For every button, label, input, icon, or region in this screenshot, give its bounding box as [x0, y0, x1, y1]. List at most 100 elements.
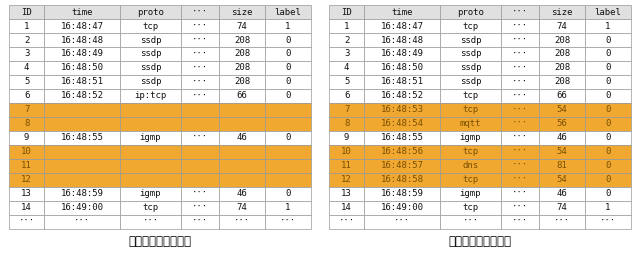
Bar [364, 159, 440, 173]
Text: ···: ··· [512, 91, 528, 100]
Text: tcp: tcp [463, 91, 479, 100]
Bar [181, 173, 219, 187]
Bar [501, 215, 539, 229]
Text: igmp: igmp [460, 189, 481, 198]
Bar [585, 117, 630, 131]
Bar [501, 131, 539, 145]
Bar [265, 187, 310, 201]
Bar [265, 159, 310, 173]
Text: 16:48:57: 16:48:57 [380, 161, 424, 170]
Bar [585, 145, 630, 159]
Text: 74: 74 [237, 203, 247, 212]
Text: 56: 56 [557, 119, 567, 128]
Text: 1: 1 [285, 203, 291, 212]
Text: label: label [594, 8, 621, 17]
Bar [120, 33, 181, 47]
Bar [440, 159, 501, 173]
Text: dns: dns [463, 161, 479, 170]
Bar [10, 173, 44, 187]
Text: ssdp: ssdp [460, 50, 481, 58]
Text: 6: 6 [344, 91, 349, 100]
Bar [10, 201, 44, 215]
Bar [539, 47, 585, 61]
Bar [181, 215, 219, 229]
Bar [219, 47, 265, 61]
Bar [501, 117, 539, 131]
Text: 16:48:54: 16:48:54 [380, 119, 424, 128]
Bar [330, 47, 364, 61]
Text: 208: 208 [234, 36, 250, 44]
Text: 3: 3 [24, 50, 29, 58]
Text: 0: 0 [605, 147, 611, 156]
Bar [585, 159, 630, 173]
Bar [501, 89, 539, 103]
Bar [181, 103, 219, 117]
Bar [219, 187, 265, 201]
Text: 74: 74 [237, 22, 247, 30]
Bar [44, 159, 120, 173]
Bar [440, 89, 501, 103]
Text: 16:48:59: 16:48:59 [60, 189, 104, 198]
Text: ···: ··· [192, 22, 208, 30]
Text: ssdp: ssdp [140, 77, 161, 86]
Bar [265, 47, 310, 61]
Text: 208: 208 [554, 64, 570, 72]
Text: 16:48:52: 16:48:52 [380, 91, 424, 100]
Text: ···: ··· [192, 91, 208, 100]
Bar [181, 201, 219, 215]
Text: 0: 0 [605, 175, 611, 184]
Bar [219, 201, 265, 215]
Text: 74: 74 [557, 203, 567, 212]
Text: ···: ··· [339, 217, 355, 226]
Bar [585, 47, 630, 61]
Text: tcp: tcp [463, 203, 479, 212]
Bar [265, 201, 310, 215]
Text: ···: ··· [74, 217, 90, 226]
Text: 16:48:56: 16:48:56 [380, 147, 424, 156]
Bar [330, 19, 364, 33]
Text: 7: 7 [24, 105, 29, 114]
Bar [219, 215, 265, 229]
Bar [219, 61, 265, 75]
Bar [44, 201, 120, 215]
Text: ssdp: ssdp [140, 64, 161, 72]
Text: size: size [231, 8, 253, 17]
Bar [219, 159, 265, 173]
Text: ID: ID [21, 8, 32, 17]
Bar [539, 159, 585, 173]
Bar [10, 19, 44, 33]
Text: 0: 0 [285, 91, 291, 100]
Text: 208: 208 [234, 64, 250, 72]
Text: ···: ··· [512, 22, 528, 30]
Bar [440, 215, 501, 229]
Bar [181, 117, 219, 131]
Bar [585, 89, 630, 103]
Text: 16:49:00: 16:49:00 [380, 203, 424, 212]
Bar [585, 19, 630, 33]
Bar [219, 33, 265, 47]
Text: ssdp: ssdp [460, 77, 481, 86]
Text: ···: ··· [192, 217, 208, 226]
Text: igmp: igmp [140, 133, 161, 142]
Text: 54: 54 [557, 105, 567, 114]
Text: 16:48:49: 16:48:49 [60, 50, 104, 58]
Bar [364, 19, 440, 33]
Text: ···: ··· [192, 64, 208, 72]
Bar [44, 5, 120, 19]
Bar [539, 61, 585, 75]
Text: 208: 208 [554, 50, 570, 58]
Text: ···: ··· [512, 161, 528, 170]
Bar [181, 75, 219, 89]
Text: ···: ··· [512, 175, 528, 184]
Text: 1: 1 [605, 22, 611, 30]
Text: ···: ··· [192, 133, 208, 142]
Bar [330, 89, 364, 103]
Bar [585, 33, 630, 47]
Bar [364, 89, 440, 103]
Bar [501, 47, 539, 61]
Bar [265, 5, 310, 19]
Bar [501, 187, 539, 201]
Text: ···: ··· [512, 50, 528, 58]
Bar [501, 103, 539, 117]
Bar [364, 103, 440, 117]
